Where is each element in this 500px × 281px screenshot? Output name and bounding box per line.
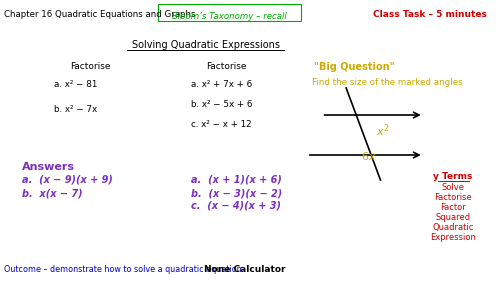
FancyBboxPatch shape	[158, 4, 301, 21]
Text: Solve: Solve	[442, 183, 464, 192]
Text: Outcome – demonstrate how to solve a quadratic equation: Outcome – demonstrate how to solve a qua…	[4, 265, 242, 274]
Text: Factorise: Factorise	[70, 62, 111, 71]
Text: b.  (x − 3)(x − 2): b. (x − 3)(x − 2)	[191, 188, 282, 198]
Text: Squared: Squared	[436, 213, 470, 222]
Text: b. x² − 5x + 6: b. x² − 5x + 6	[191, 100, 252, 109]
Text: a.  (x − 9)(x + 9): a. (x − 9)(x + 9)	[22, 175, 112, 185]
Text: Find the size of the marked angles: Find the size of the marked angles	[312, 78, 462, 87]
Text: c.  (x − 4)(x + 3): c. (x − 4)(x + 3)	[191, 201, 281, 211]
Text: a. x² − 81: a. x² − 81	[54, 80, 98, 89]
Text: None Calculator: None Calculator	[204, 265, 286, 274]
Text: Class Task – 5 minutes: Class Task – 5 minutes	[372, 10, 486, 19]
Text: Quadratic: Quadratic	[432, 223, 474, 232]
Text: a.  (x + 1)(x + 6): a. (x + 1)(x + 6)	[191, 175, 282, 185]
Text: b. x² − 7x: b. x² − 7x	[54, 105, 97, 114]
Text: y Terms: y Terms	[434, 172, 472, 181]
Text: b.  x(x − 7): b. x(x − 7)	[22, 188, 82, 198]
Text: $6x$: $6x$	[361, 150, 376, 162]
Text: Expression: Expression	[430, 233, 476, 242]
Text: Solving Quadratic Expressions: Solving Quadratic Expressions	[132, 40, 280, 50]
Text: Factor: Factor	[440, 203, 466, 212]
Text: Answers: Answers	[22, 162, 74, 172]
Text: a. x² + 7x + 6: a. x² + 7x + 6	[191, 80, 252, 89]
Text: Factorise: Factorise	[206, 62, 246, 71]
Text: Chapter 16 Quadratic Equations and Graphs: Chapter 16 Quadratic Equations and Graph…	[4, 10, 196, 19]
Text: c. x² − x + 12: c. x² − x + 12	[191, 120, 252, 129]
Text: "Big Question": "Big Question"	[314, 62, 394, 72]
Text: $x^2$: $x^2$	[376, 122, 389, 139]
Text: Factorise: Factorise	[434, 193, 472, 202]
Text: Bloom’s Taxonomy – recall: Bloom’s Taxonomy – recall	[172, 12, 287, 21]
